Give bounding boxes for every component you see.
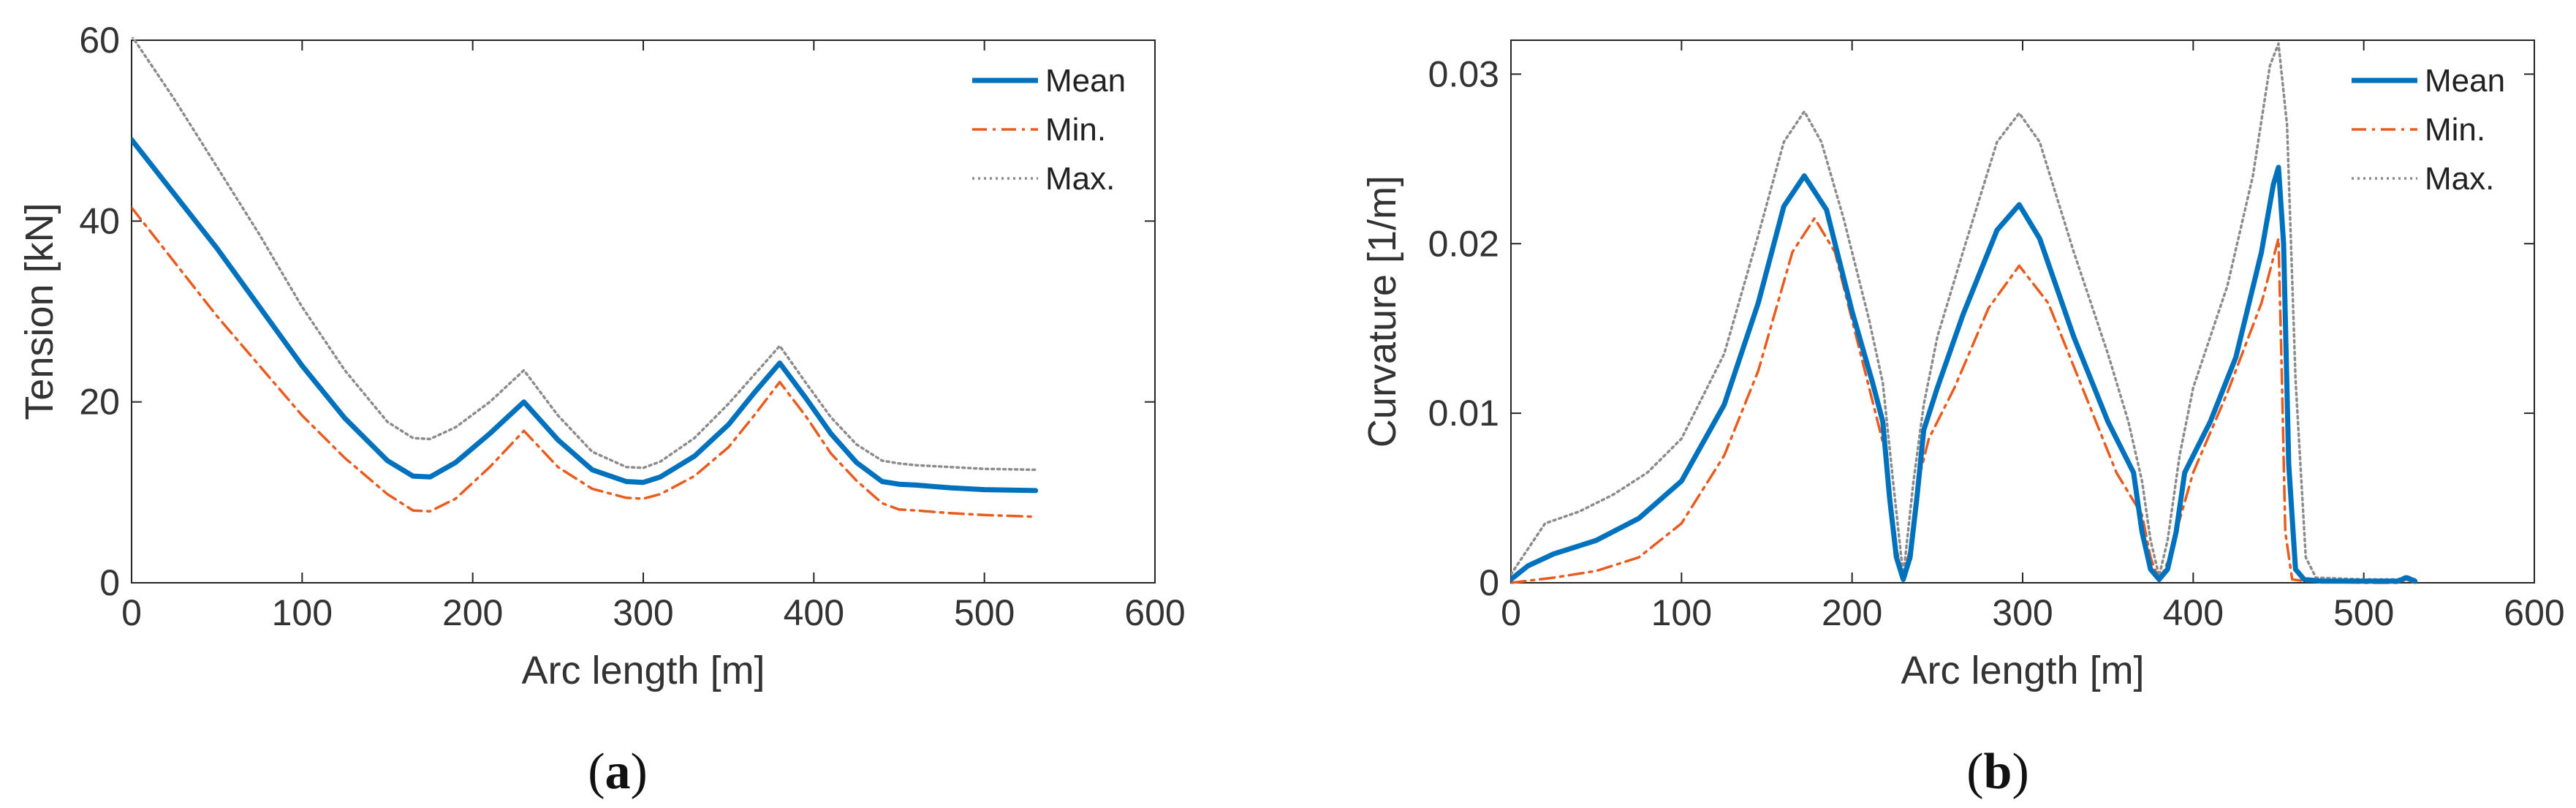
- series-line-min: [1511, 216, 2417, 584]
- x-tick-label: 100: [272, 592, 333, 633]
- series-line-mean: [132, 137, 1039, 494]
- caption-b-letter: b: [1984, 744, 2012, 800]
- legend-label: Min.: [1045, 112, 1106, 148]
- caption-a: (a): [588, 744, 648, 800]
- x-tick-label: 100: [1651, 592, 1712, 633]
- x-axis-label: Arc length [m]: [521, 649, 765, 692]
- y-tick-label: 60: [79, 20, 120, 61]
- y-axis-label: Curvature [1/m]: [1360, 175, 1404, 448]
- y-tick-label: 20: [79, 382, 120, 423]
- legend-label: Min.: [2425, 112, 2485, 148]
- chart-panel-a: 0 100 200 300 400 500 600 0 20 40 60 Arc length [m]…: [18, 20, 1186, 692]
- x-tick-label: 300: [1992, 592, 2053, 633]
- x-tick-label: 0: [1501, 592, 1521, 633]
- y-tick-label: 40: [79, 200, 120, 241]
- caption-b-close: ): [2012, 744, 2028, 800]
- series-line-min: [132, 206, 1037, 518]
- legend-label: Max.: [1045, 161, 1115, 197]
- caption-b-open: (: [1966, 744, 1983, 800]
- y-tick-label: 0.02: [1428, 223, 1499, 264]
- x-tick-label: 300: [613, 592, 673, 633]
- y-tick-label: 0: [1479, 562, 1499, 603]
- x-tick-label: 0: [121, 592, 142, 633]
- x-tick-label: 500: [954, 592, 1015, 633]
- x-tick-label: 600: [2504, 592, 2564, 633]
- legend-label: Mean: [2425, 63, 2505, 99]
- y-axis-label: Tension [kN]: [18, 203, 61, 420]
- x-tick-label: 600: [1124, 592, 1185, 633]
- y-tick-label: 0: [99, 562, 120, 603]
- legend-label: Mean: [1045, 63, 1126, 99]
- plot-area-border: [131, 39, 1156, 584]
- x-tick-label: 400: [2163, 592, 2224, 633]
- legend-label: Max.: [2425, 161, 2494, 197]
- x-tick-label: 200: [1822, 592, 1882, 633]
- plot-area-border: [1510, 39, 2535, 584]
- x-tick-label: 200: [442, 592, 503, 633]
- caption-a-close: ): [631, 744, 648, 800]
- caption-b: (b): [1966, 744, 2029, 800]
- x-axis-label: Arc length [m]: [1901, 649, 2144, 692]
- x-tick-label: 500: [2333, 592, 2394, 633]
- y-tick-label: 0.03: [1428, 53, 1499, 94]
- series-line-max: [132, 37, 1037, 472]
- caption-a-letter: a: [605, 744, 631, 800]
- series-line-mean: [1511, 165, 2418, 584]
- caption-a-open: (: [588, 744, 605, 800]
- chart-panel-b: 0 100 200 300 400 500 600 0 0.01 0.02 0.03 Arc leng…: [1360, 39, 2565, 692]
- series-line-max: [1511, 42, 2417, 581]
- y-tick-label: 0.01: [1428, 393, 1499, 434]
- x-tick-label: 400: [784, 592, 844, 633]
